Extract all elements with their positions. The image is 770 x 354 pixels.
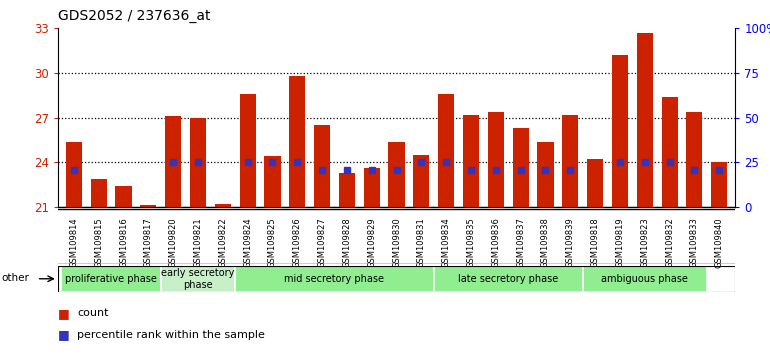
Text: ■: ■ [58, 328, 69, 341]
Text: GSM109821: GSM109821 [193, 217, 203, 268]
Text: GSM109840: GSM109840 [715, 217, 724, 268]
Text: GSM109831: GSM109831 [417, 217, 426, 268]
Text: GSM109820: GSM109820 [169, 217, 178, 268]
Text: mid secretory phase: mid secretory phase [284, 274, 384, 284]
Bar [612, 55, 628, 207]
Text: ■: ■ [58, 307, 69, 320]
Text: GSM109837: GSM109837 [516, 217, 525, 268]
Bar [190, 118, 206, 207]
Bar [661, 97, 678, 207]
Text: GSM109828: GSM109828 [343, 217, 351, 268]
Bar [587, 159, 603, 207]
Bar [339, 173, 355, 207]
Bar [165, 116, 181, 207]
Bar [711, 162, 728, 207]
Bar [140, 205, 156, 207]
Text: GSM109835: GSM109835 [467, 217, 476, 268]
Text: GSM109832: GSM109832 [665, 217, 674, 268]
Bar [537, 142, 554, 207]
Text: GSM109839: GSM109839 [566, 217, 574, 268]
Bar [215, 204, 231, 207]
Text: GSM109817: GSM109817 [144, 217, 152, 268]
Text: ambiguous phase: ambiguous phase [601, 274, 688, 284]
Text: count: count [77, 308, 109, 318]
Bar [161, 266, 235, 292]
Text: GSM109822: GSM109822 [219, 217, 227, 268]
Text: early secretory
phase: early secretory phase [161, 268, 235, 290]
Bar [434, 266, 583, 292]
Text: GSM109819: GSM109819 [615, 217, 624, 268]
Bar [239, 94, 256, 207]
Text: GSM109829: GSM109829 [367, 217, 377, 268]
Bar [91, 179, 107, 207]
Bar [583, 266, 707, 292]
Text: GSM109827: GSM109827 [317, 217, 326, 268]
Text: GSM109830: GSM109830 [392, 217, 401, 268]
Text: GSM109834: GSM109834 [442, 217, 450, 268]
Text: GSM109815: GSM109815 [94, 217, 103, 268]
Bar [389, 142, 404, 207]
Text: GSM109833: GSM109833 [690, 217, 699, 268]
Bar [463, 115, 479, 207]
Bar [314, 125, 330, 207]
Bar [487, 112, 504, 207]
Bar [637, 33, 653, 207]
Bar [562, 115, 578, 207]
Bar [438, 94, 454, 207]
Bar [264, 156, 280, 207]
Text: GSM109818: GSM109818 [591, 217, 600, 268]
Bar [290, 76, 306, 207]
Text: other: other [2, 273, 29, 283]
Text: GSM109823: GSM109823 [641, 217, 649, 268]
Text: percentile rank within the sample: percentile rank within the sample [77, 330, 265, 339]
Text: proliferative phase: proliferative phase [65, 274, 157, 284]
Text: GSM109826: GSM109826 [293, 217, 302, 268]
Bar [513, 128, 529, 207]
Text: GSM109838: GSM109838 [541, 217, 550, 268]
Text: GSM109824: GSM109824 [243, 217, 252, 268]
Bar [363, 169, 380, 207]
Bar [62, 266, 161, 292]
Text: late secretory phase: late secretory phase [458, 274, 558, 284]
Bar [116, 186, 132, 207]
Text: GSM109816: GSM109816 [119, 217, 128, 268]
Bar [235, 266, 434, 292]
Bar [413, 155, 430, 207]
Text: GSM109825: GSM109825 [268, 217, 277, 268]
Text: GSM109836: GSM109836 [491, 217, 500, 268]
Text: GSM109814: GSM109814 [69, 217, 79, 268]
Bar [686, 112, 702, 207]
Text: GDS2052 / 237636_at: GDS2052 / 237636_at [58, 9, 210, 23]
Bar [65, 142, 82, 207]
